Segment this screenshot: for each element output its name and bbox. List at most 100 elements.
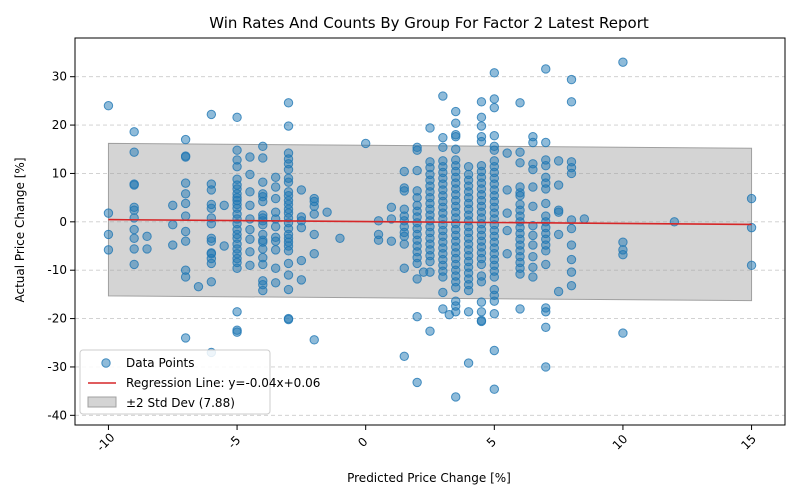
data-point <box>283 314 294 325</box>
data-point <box>412 145 422 155</box>
legend-label-regression: Regression Line: y=-0.04x+0.06 <box>126 376 320 390</box>
data-point <box>502 208 512 218</box>
regression-path <box>108 218 752 226</box>
data-point <box>412 192 422 203</box>
data-point <box>489 131 500 141</box>
plot-frame <box>74 37 786 426</box>
x-tick-label: 10 <box>610 432 631 453</box>
legend-marker-band <box>87 396 117 408</box>
data-point <box>746 222 757 233</box>
data-point <box>206 258 217 269</box>
data-point <box>553 229 564 240</box>
data-point <box>245 214 255 224</box>
data-point <box>283 177 294 187</box>
data-point <box>245 187 255 197</box>
data-point <box>270 172 281 183</box>
data-point <box>476 97 487 107</box>
data-point <box>463 161 474 172</box>
data-point <box>168 220 178 230</box>
data-point <box>386 202 397 213</box>
data-point <box>309 335 319 345</box>
data-point <box>553 156 564 166</box>
data-point <box>476 259 487 270</box>
data-point <box>270 278 281 288</box>
data-point <box>180 226 191 237</box>
data-point <box>219 200 229 211</box>
data-point <box>129 244 139 254</box>
data-point <box>412 165 422 176</box>
data-point <box>489 272 500 282</box>
data-point <box>463 358 474 368</box>
data-point <box>129 213 139 223</box>
data-point <box>270 263 281 273</box>
data-point <box>438 272 448 282</box>
data-point <box>309 249 319 259</box>
data-point <box>258 153 268 163</box>
data-point <box>541 198 551 209</box>
data-point <box>360 138 371 149</box>
data-point <box>232 327 242 337</box>
data-point <box>142 231 152 242</box>
data-point <box>180 198 191 209</box>
data-point <box>309 201 319 212</box>
data-point <box>180 211 191 221</box>
y-tick-label: -30 <box>47 360 67 374</box>
legend-label-points: Data Points <box>126 356 195 370</box>
data-point <box>103 101 114 111</box>
data-point <box>438 142 448 153</box>
y-axis-label: Actual Price Change [%] <box>13 157 27 302</box>
data-point <box>245 260 255 271</box>
data-point <box>129 127 139 137</box>
data-point <box>502 225 512 236</box>
data-point <box>412 311 422 322</box>
data-point <box>438 132 448 143</box>
data-point <box>399 231 409 242</box>
y-axis-ticks: -40 -30 -20 -10 0 10 20 30 <box>47 70 75 422</box>
data-point <box>476 297 487 307</box>
data-point <box>180 152 191 162</box>
data-point <box>283 246 294 256</box>
data-point <box>283 98 294 108</box>
data-point <box>566 97 577 107</box>
data-point <box>206 185 217 195</box>
data-point <box>412 258 422 269</box>
data-point <box>553 207 564 217</box>
data-point <box>528 272 538 282</box>
data-point <box>746 193 757 204</box>
data-point <box>180 189 191 199</box>
data-point <box>425 267 435 277</box>
data-point <box>476 316 487 327</box>
data-point <box>180 272 191 282</box>
data-point <box>283 164 294 175</box>
x-axis-label: Predicted Price Change [%] <box>347 471 511 485</box>
data-point <box>206 109 217 120</box>
data-point <box>373 235 384 245</box>
data-point <box>245 200 255 211</box>
data-point <box>438 287 448 298</box>
data-point <box>515 98 525 108</box>
data-point <box>232 263 242 273</box>
data-point <box>193 281 204 292</box>
y-tick-label: -10 <box>47 263 67 277</box>
x-tick-label: 0 <box>355 435 370 450</box>
data-point <box>489 384 500 394</box>
x-axis-ticks: -10 -5 0 5 10 15 <box>94 425 759 454</box>
data-point <box>425 326 435 336</box>
data-point <box>258 244 268 254</box>
data-point <box>541 307 551 317</box>
data-point <box>129 147 139 157</box>
data-point <box>258 220 268 230</box>
data-point <box>541 246 551 256</box>
data-point <box>309 229 319 240</box>
data-point <box>502 249 512 259</box>
data-point <box>399 239 409 249</box>
data-point <box>476 121 487 131</box>
data-point <box>129 180 139 190</box>
data-point <box>232 307 242 317</box>
data-point <box>528 240 538 250</box>
data-point <box>489 296 500 306</box>
y-tick-label: -40 <box>47 408 67 422</box>
data-point <box>451 307 461 317</box>
data-point <box>669 217 680 227</box>
data-point <box>258 141 268 152</box>
